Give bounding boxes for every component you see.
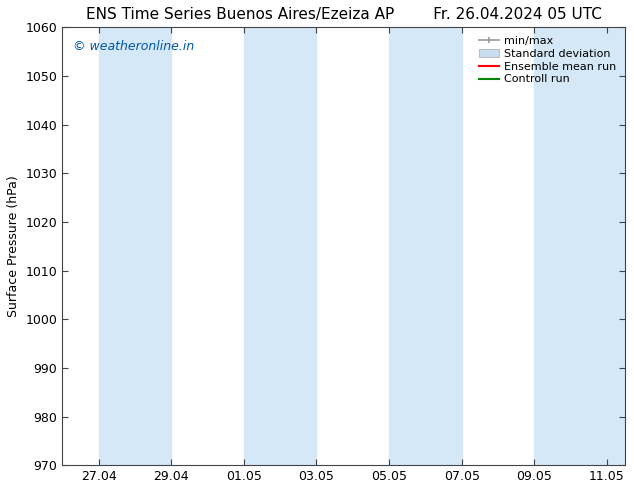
Title: ENS Time Series Buenos Aires/Ezeiza AP        Fr. 26.04.2024 05 UTC: ENS Time Series Buenos Aires/Ezeiza AP F… (86, 7, 602, 22)
Bar (534, 27, 607, 465)
Bar (244, 27, 316, 465)
Text: © weatheronline.in: © weatheronline.in (74, 40, 195, 53)
Y-axis label: Surface Pressure (hPa): Surface Pressure (hPa) (7, 175, 20, 317)
Legend: min/max, Standard deviation, Ensemble mean run, Controll run: min/max, Standard deviation, Ensemble me… (476, 33, 619, 88)
Bar (98, 27, 171, 465)
Bar (389, 27, 462, 465)
Bar (607, 27, 625, 465)
